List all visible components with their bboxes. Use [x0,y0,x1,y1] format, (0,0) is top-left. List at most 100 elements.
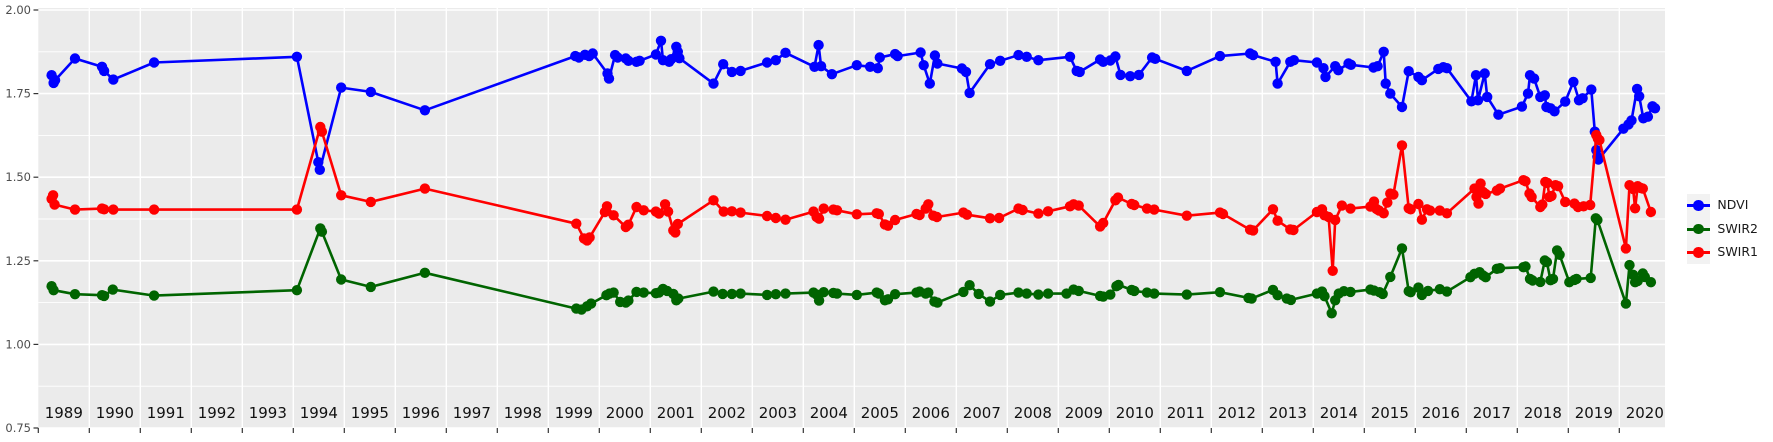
swir2-point [291,285,303,296]
swir2-point [1527,275,1538,286]
ndvi-point [1522,88,1534,99]
swir1-point [708,195,719,206]
swir1-point [1396,140,1408,151]
x-tick-label: 2006 [912,404,950,422]
swir2-point [1520,261,1531,272]
ndvi-point [1470,70,1482,81]
swir2-point [1319,291,1330,302]
ndvi-point [1320,71,1331,83]
swir2-point [1592,214,1603,226]
swir1-point [889,214,901,226]
swir2-point [98,290,110,302]
ndvi-point [587,48,598,59]
swir1-point [1552,181,1564,192]
x-tick-label: 1993 [249,404,287,422]
swir2-point [1181,289,1193,300]
x-tick-label: 2014 [1320,404,1358,422]
swir2-point [336,274,347,285]
ndvi-point [1516,101,1528,112]
ndvi-point [872,62,883,74]
ndvi-point [1441,62,1453,74]
swir1-point [1405,204,1416,215]
swir1-point [623,219,634,230]
swir1-point [1480,188,1491,200]
x-tick-label: 2019 [1575,404,1613,422]
ndvi-point [634,55,645,66]
swir2-point [1073,285,1084,297]
swir1-point [1494,183,1506,194]
swir1-point [718,206,729,217]
x-tick-label: 2005 [861,404,899,422]
ndvi-point [1385,88,1396,99]
y-tick-label: 1.75 [5,87,31,101]
swir1-point [931,211,943,223]
x-tick-label: 1989 [45,404,83,422]
swir1-point [1267,204,1279,215]
series-swir2 [46,213,1657,319]
ndvi-point [960,66,972,78]
swir1-point [993,212,1005,224]
x-tick-label: 2003 [759,404,797,422]
swir1-point [608,210,619,221]
swir1-point [1637,183,1649,194]
legend-item-ndvi[interactable]: NDVI [1687,194,1758,218]
swir2-point [638,287,649,298]
swir1-point [1416,214,1428,225]
ndvi-point [1479,68,1490,79]
ndvi-point [419,105,431,116]
swir1-point [1033,208,1044,219]
ndvi-point [1150,53,1161,64]
ndvi-point [1560,96,1571,107]
swir1-point [1413,198,1424,210]
legend-item-swir2[interactable]: SWIR2 [1687,217,1758,241]
ndvi-point [718,58,729,70]
ndvi-point [1214,50,1226,62]
x-tick-label: 2007 [963,404,1001,422]
swir2-point [1441,286,1453,297]
swir1-point [1336,200,1348,211]
swir2-point [1214,287,1226,298]
swir2-point [1535,276,1546,288]
swir1-point [780,214,791,225]
swir1-point [1546,190,1557,202]
legend-item-swir1[interactable]: SWIR1 [1687,240,1758,265]
swir1-point [1441,208,1453,219]
swir2-point [1326,308,1337,319]
ndvi-point [1634,91,1645,102]
swir2-point [708,286,719,297]
swir1-point [1424,205,1436,216]
ndvi-point [770,55,781,66]
swir1-point [873,208,884,220]
swir2-point [1013,287,1024,298]
ndvi-point [1593,154,1604,165]
ndvi-point [735,65,746,77]
y-tick-label: 0.75 [5,421,31,435]
swir2-point [69,289,81,300]
swir1-point [571,218,582,229]
ndvi-point [666,54,677,65]
swir2-point [419,267,431,278]
swir2-point [1405,287,1416,298]
swir2-point [1480,272,1491,283]
swir1-point [365,196,376,208]
ndvi-point [1378,46,1389,57]
swir2-point [1620,298,1632,309]
swir2-point [770,289,781,300]
legend: NDVI SWIR2 SWIR1 [1687,194,1758,265]
x-tick-label: 1991 [147,404,185,422]
swir1-point [735,207,746,218]
swir2-point [1385,271,1396,283]
ndvi-point [995,55,1006,66]
ndvi-point [148,57,160,68]
ndvi-point [1403,66,1414,77]
swir2-point [1149,288,1160,299]
swir2-point [735,288,746,299]
swir2-point [585,298,597,309]
swir1-point [1288,224,1299,236]
swir1-point [148,204,160,215]
ndvi-point [984,58,996,70]
swir1-point [419,183,431,194]
x-tick-label: 2009 [1065,404,1103,422]
swir1-point [1042,206,1054,217]
